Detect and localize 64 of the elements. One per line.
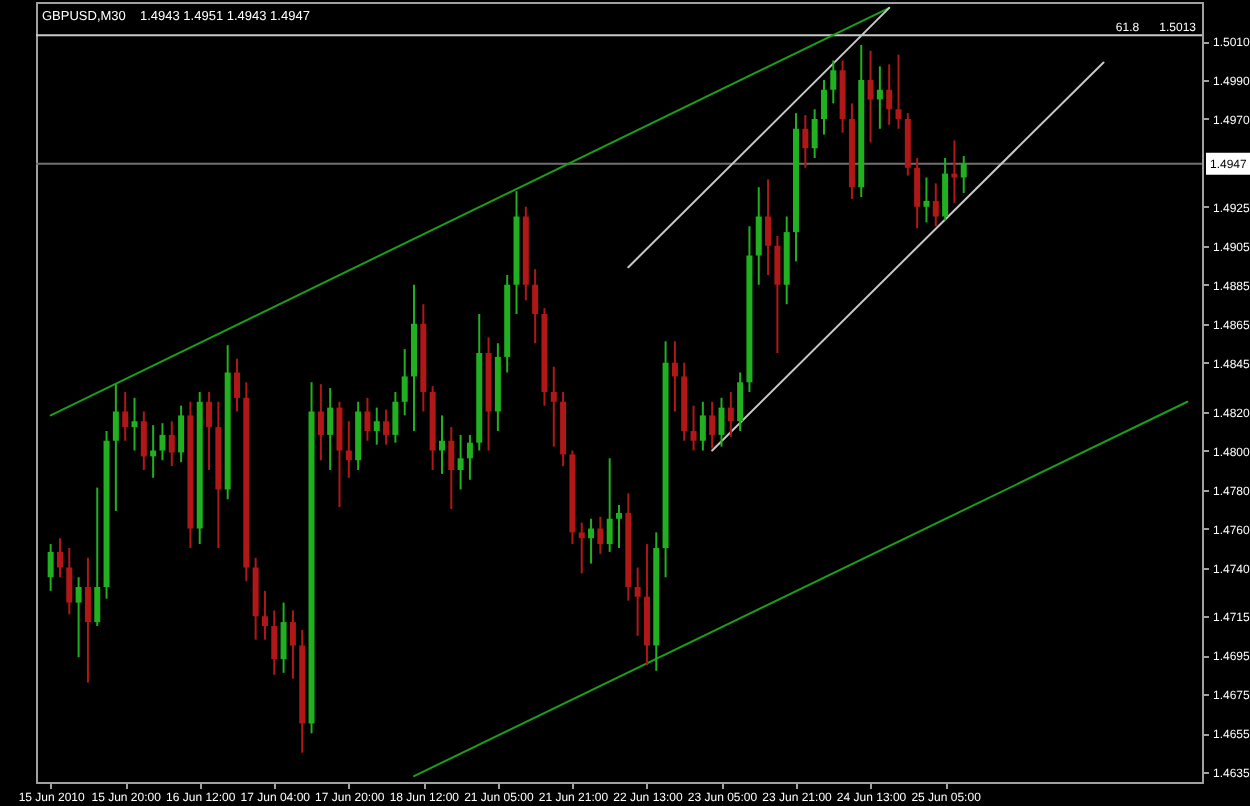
candlestick — [914, 157, 921, 230]
candlestick — [597, 515, 604, 555]
candlestick — [606, 457, 613, 553]
candlestick — [159, 422, 166, 462]
candlestick — [75, 576, 82, 659]
candlestick — [383, 408, 390, 446]
candlestick — [438, 414, 445, 475]
candlestick — [317, 383, 324, 462]
candlestick — [448, 426, 455, 510]
candlestick — [578, 521, 585, 575]
candlestick — [457, 433, 464, 491]
candlestick — [84, 556, 91, 684]
candlestick — [336, 400, 343, 509]
candlestick — [466, 433, 473, 481]
candlestick — [671, 340, 678, 413]
candlestick — [234, 357, 240, 413]
candlestick — [131, 396, 138, 452]
candlestick — [66, 547, 73, 616]
candlestick — [690, 404, 697, 452]
candlestick — [56, 537, 63, 579]
candlestick — [774, 235, 781, 354]
candlestick — [122, 391, 129, 442]
candlestick — [364, 396, 371, 442]
candlestick — [178, 404, 185, 464]
candlestick — [588, 517, 595, 565]
candlestick — [699, 400, 706, 452]
candlestick — [634, 566, 641, 637]
candlestick — [392, 391, 399, 444]
candlestick — [895, 53, 902, 130]
candlestick — [960, 155, 967, 195]
candlestick — [280, 601, 287, 674]
candlestick — [765, 178, 772, 276]
candlestick — [923, 176, 930, 224]
candlestick — [820, 79, 827, 136]
candlestick — [47, 543, 54, 592]
candlestick — [271, 609, 278, 676]
candlestick — [802, 114, 809, 169]
candlestick — [168, 420, 175, 468]
candlestick — [616, 504, 622, 549]
candlestick — [401, 348, 408, 417]
candlestick — [942, 157, 949, 222]
candlestick — [112, 383, 119, 512]
candlestick — [345, 420, 352, 479]
candlestick — [886, 63, 893, 126]
candlestick — [811, 108, 818, 159]
candlestick — [727, 391, 734, 438]
candlestick — [932, 182, 939, 228]
candlestick — [261, 589, 268, 641]
candlestick — [327, 387, 334, 471]
candlestick — [867, 49, 874, 144]
candlestick — [876, 65, 883, 130]
candlestick — [550, 365, 557, 448]
candlestick — [289, 609, 296, 680]
candlestick — [737, 371, 744, 432]
candlestick — [709, 400, 716, 450]
candlestick — [718, 396, 725, 448]
candlestick — [94, 486, 101, 627]
candlestick — [206, 391, 213, 471]
candlestick — [755, 186, 762, 286]
candlestick — [532, 268, 539, 345]
candlestick — [830, 59, 837, 105]
candlestick — [140, 410, 147, 471]
candlestick — [951, 139, 958, 204]
candlestick — [373, 406, 380, 446]
